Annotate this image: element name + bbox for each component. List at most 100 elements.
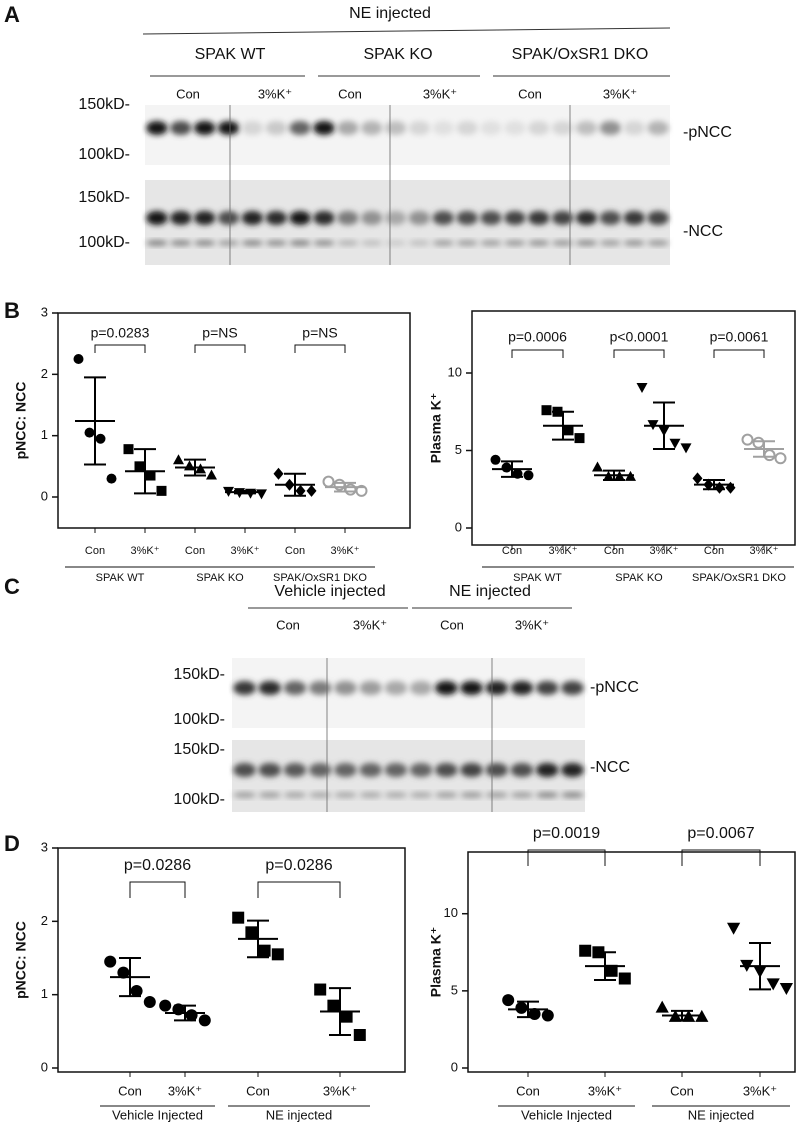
comparison-bracket [194, 344, 246, 353]
blot-band [313, 121, 335, 135]
blot-band [561, 681, 584, 695]
point [130, 985, 143, 997]
point [123, 444, 134, 455]
p-value: p=NS [202, 325, 237, 341]
point [322, 475, 335, 488]
blot-band [460, 792, 483, 798]
blot-band [480, 240, 502, 246]
blot-band [408, 240, 431, 246]
blot-band [510, 792, 534, 798]
blot-band [233, 763, 256, 777]
blot-band [504, 240, 526, 246]
error-bar [329, 987, 351, 1036]
condition-label: Con [518, 86, 542, 101]
x-tick-label: 3%K⁺ [230, 545, 259, 557]
group-label: NE injected [266, 1107, 332, 1122]
point [73, 354, 84, 364]
error-bar [119, 957, 141, 998]
plot-frame [467, 851, 796, 1073]
blot-band [384, 763, 408, 777]
condition-label: Con [276, 617, 300, 632]
point [104, 955, 117, 968]
blot-band [233, 681, 256, 695]
x-tick-label: Con [516, 1083, 540, 1098]
point [134, 461, 145, 472]
p-value: p=0.0286 [124, 857, 191, 874]
blot-band [480, 211, 502, 225]
x-tick-label: Con [670, 1083, 694, 1098]
group-label: SPAK KO [196, 572, 244, 584]
x-tick-label: 3%K⁺ [743, 1083, 777, 1098]
blot-band [409, 763, 433, 777]
blot-header: NE injected [349, 5, 431, 22]
size-marker: 100kD- [78, 146, 130, 163]
band-label: -NCC [683, 223, 723, 240]
blot-band [289, 211, 311, 225]
y-tick-label: 3 [41, 304, 48, 319]
error-bar [234, 489, 256, 495]
group-label: Vehicle Injected [112, 1107, 203, 1122]
y-tick-label: 0 [41, 1059, 48, 1074]
blot-band [308, 681, 332, 695]
error-bar [594, 951, 616, 982]
comparison-bracket [511, 349, 564, 358]
blot-band [647, 240, 669, 246]
blot-band [623, 121, 645, 135]
y-tick-label: 0 [41, 488, 48, 503]
point [156, 485, 167, 496]
x-tick-label: Con [604, 545, 624, 557]
x-tick-label: Con [118, 1083, 142, 1098]
y-tick-label: 10 [448, 364, 462, 379]
error-bar [247, 919, 269, 959]
point [106, 473, 117, 484]
blot-band [551, 121, 574, 135]
blot-band [146, 211, 168, 225]
blot-strip [232, 740, 585, 812]
blot-band [170, 211, 192, 225]
y-tick-label: 3 [41, 839, 48, 854]
blot-band [334, 681, 357, 695]
blot-band [575, 240, 598, 246]
point [184, 460, 195, 471]
point [333, 478, 346, 491]
blot-band [485, 681, 509, 695]
blot-band [575, 211, 598, 225]
blot-group-label: SPAK WT [195, 46, 266, 63]
point [340, 1010, 353, 1023]
comparison-bracket [713, 349, 765, 358]
y-tick-label: 2 [41, 366, 48, 381]
comparison-bracket [527, 849, 606, 866]
x-tick-label: Con [704, 545, 724, 557]
x-tick-label: 3%K⁺ [168, 1083, 202, 1098]
blot-band [528, 240, 550, 246]
y-tick-label: 1 [41, 427, 48, 442]
p-value: p=0.0286 [265, 857, 332, 874]
point [774, 452, 787, 465]
error-bar [753, 440, 775, 458]
blot-band [623, 211, 645, 225]
plot-frame [57, 847, 406, 1073]
header-line [142, 27, 671, 35]
blot-band [456, 211, 478, 225]
blot-band [283, 681, 307, 695]
condition-label: 3%K⁺ [515, 617, 549, 632]
condition-label: 3%K⁺ [603, 86, 637, 101]
point [306, 484, 317, 497]
blot-strip [232, 658, 585, 728]
point [579, 944, 592, 957]
blot-band [647, 211, 669, 225]
blot-band [480, 121, 502, 135]
point [563, 425, 574, 436]
x-tick-label: 3%K⁺ [130, 545, 159, 557]
blot-band [434, 763, 458, 777]
point [344, 483, 357, 496]
group-label: SPAK KO [615, 572, 663, 584]
point [541, 1009, 554, 1022]
point [95, 433, 106, 444]
point [523, 470, 534, 481]
x-tick-label: 3%K⁺ [649, 545, 678, 557]
blot-band [337, 240, 359, 246]
blot-band [456, 240, 478, 246]
blot-band [510, 681, 534, 695]
error-bar [749, 942, 771, 991]
